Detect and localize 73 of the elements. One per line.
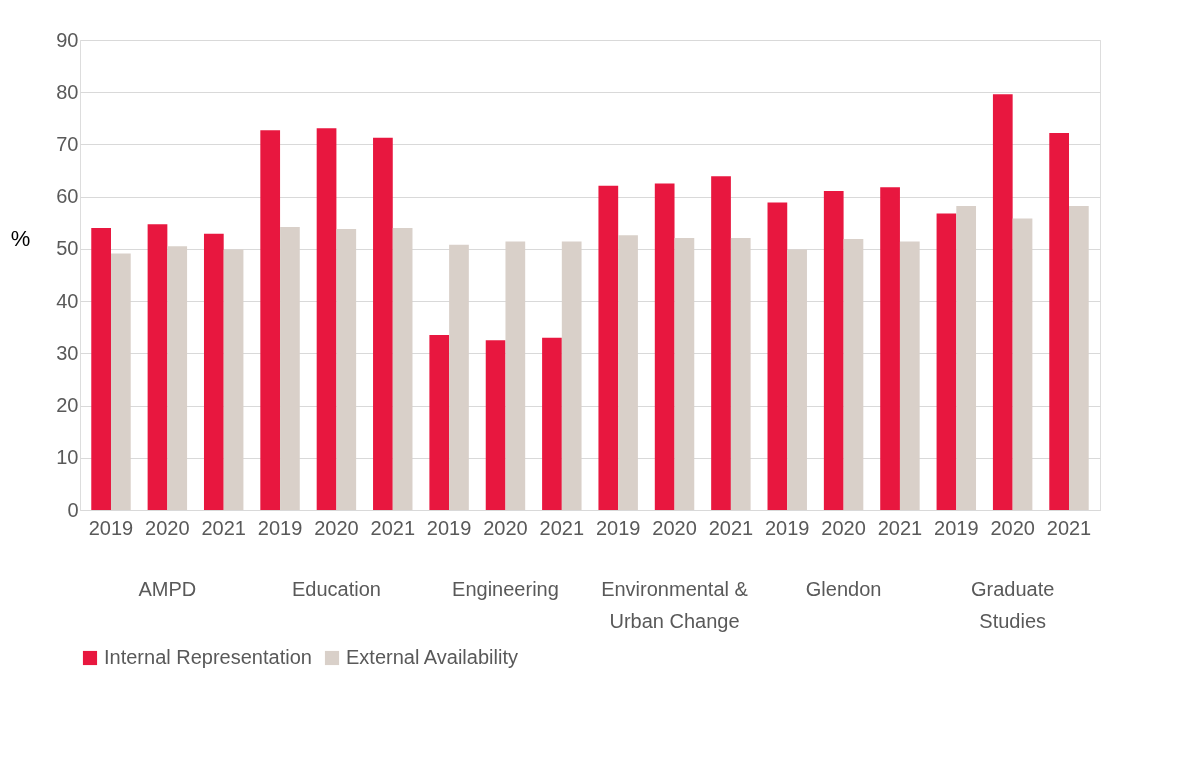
x-tick-label: 2020 bbox=[145, 516, 190, 539]
y-tick-label: 40 bbox=[56, 289, 79, 312]
bar bbox=[561, 241, 582, 510]
x-tick-label: 2020 bbox=[821, 516, 866, 539]
bar bbox=[654, 183, 675, 510]
x-tick-label: 2021 bbox=[877, 516, 923, 539]
x-tick-label: 2020 bbox=[314, 516, 359, 539]
x-tick-label: 2019 bbox=[934, 516, 979, 539]
legend-label: External Availability bbox=[346, 646, 518, 668]
bar bbox=[899, 241, 920, 510]
bar bbox=[280, 226, 300, 510]
y-tick-label: 20 bbox=[56, 394, 79, 417]
x-tick-label: 2021 bbox=[708, 516, 754, 539]
bar bbox=[992, 94, 1013, 510]
bar bbox=[843, 238, 864, 510]
bar bbox=[767, 202, 788, 510]
x-tick-label: 2019 bbox=[426, 516, 472, 539]
y-tick-label: 80 bbox=[56, 80, 79, 103]
x-tick-label: 2021 bbox=[1046, 516, 1092, 539]
bar bbox=[91, 228, 111, 510]
y-tick-label: 0 bbox=[67, 498, 79, 521]
bar bbox=[147, 224, 168, 510]
text: AMPD bbox=[138, 578, 197, 600]
bar bbox=[711, 176, 731, 510]
legend-label: Internal Representation bbox=[104, 646, 312, 668]
bar bbox=[429, 335, 450, 510]
x-tick-label: 2020 bbox=[652, 516, 697, 539]
bar bbox=[956, 206, 977, 510]
bar bbox=[373, 137, 393, 510]
bar bbox=[449, 244, 469, 510]
y-tick-label: 50 bbox=[56, 237, 79, 260]
bar bbox=[730, 237, 751, 510]
bar bbox=[203, 233, 224, 510]
y-tick-label: 70 bbox=[56, 132, 79, 155]
bar bbox=[674, 237, 695, 510]
text: Glendon bbox=[805, 578, 882, 600]
x-tick-label: 2021 bbox=[201, 516, 246, 539]
bar bbox=[1049, 132, 1070, 510]
x-tick-label: 2019 bbox=[88, 516, 134, 539]
bar bbox=[1069, 206, 1089, 510]
y-tick-label: 10 bbox=[56, 446, 79, 469]
bar bbox=[336, 229, 357, 510]
bar bbox=[542, 337, 562, 510]
text: Graduate Studies bbox=[970, 578, 1055, 632]
bar bbox=[260, 130, 281, 510]
bar bbox=[880, 187, 900, 510]
bar bbox=[936, 213, 957, 510]
x-tick-label: 2019 bbox=[764, 516, 810, 539]
bar bbox=[392, 228, 413, 510]
bar bbox=[223, 249, 244, 510]
bar bbox=[787, 249, 807, 510]
bar bbox=[485, 340, 506, 510]
bar bbox=[598, 185, 619, 510]
x-tick-label: 2020 bbox=[990, 516, 1035, 539]
y-tick-label: 60 bbox=[56, 185, 79, 208]
bar bbox=[823, 190, 844, 510]
y-tick-label: 30 bbox=[56, 341, 79, 364]
bar bbox=[618, 235, 638, 510]
bar bbox=[316, 128, 337, 510]
x-tick-label: 2019 bbox=[257, 516, 303, 539]
x-tick-label: 2020 bbox=[483, 516, 528, 539]
x-tick-label: 2021 bbox=[370, 516, 416, 539]
text: Environmental & Urban Change bbox=[601, 578, 749, 632]
text: Engineering bbox=[452, 578, 559, 600]
x-tick-label: 2021 bbox=[539, 516, 585, 539]
text: Education bbox=[291, 578, 381, 600]
x-tick-label: 2019 bbox=[595, 516, 641, 539]
bar bbox=[1012, 218, 1033, 510]
bar bbox=[110, 253, 131, 510]
y-axis-title: % bbox=[10, 225, 31, 251]
bar bbox=[167, 246, 188, 510]
bar bbox=[505, 241, 526, 510]
y-tick-label: 90 bbox=[56, 28, 79, 51]
